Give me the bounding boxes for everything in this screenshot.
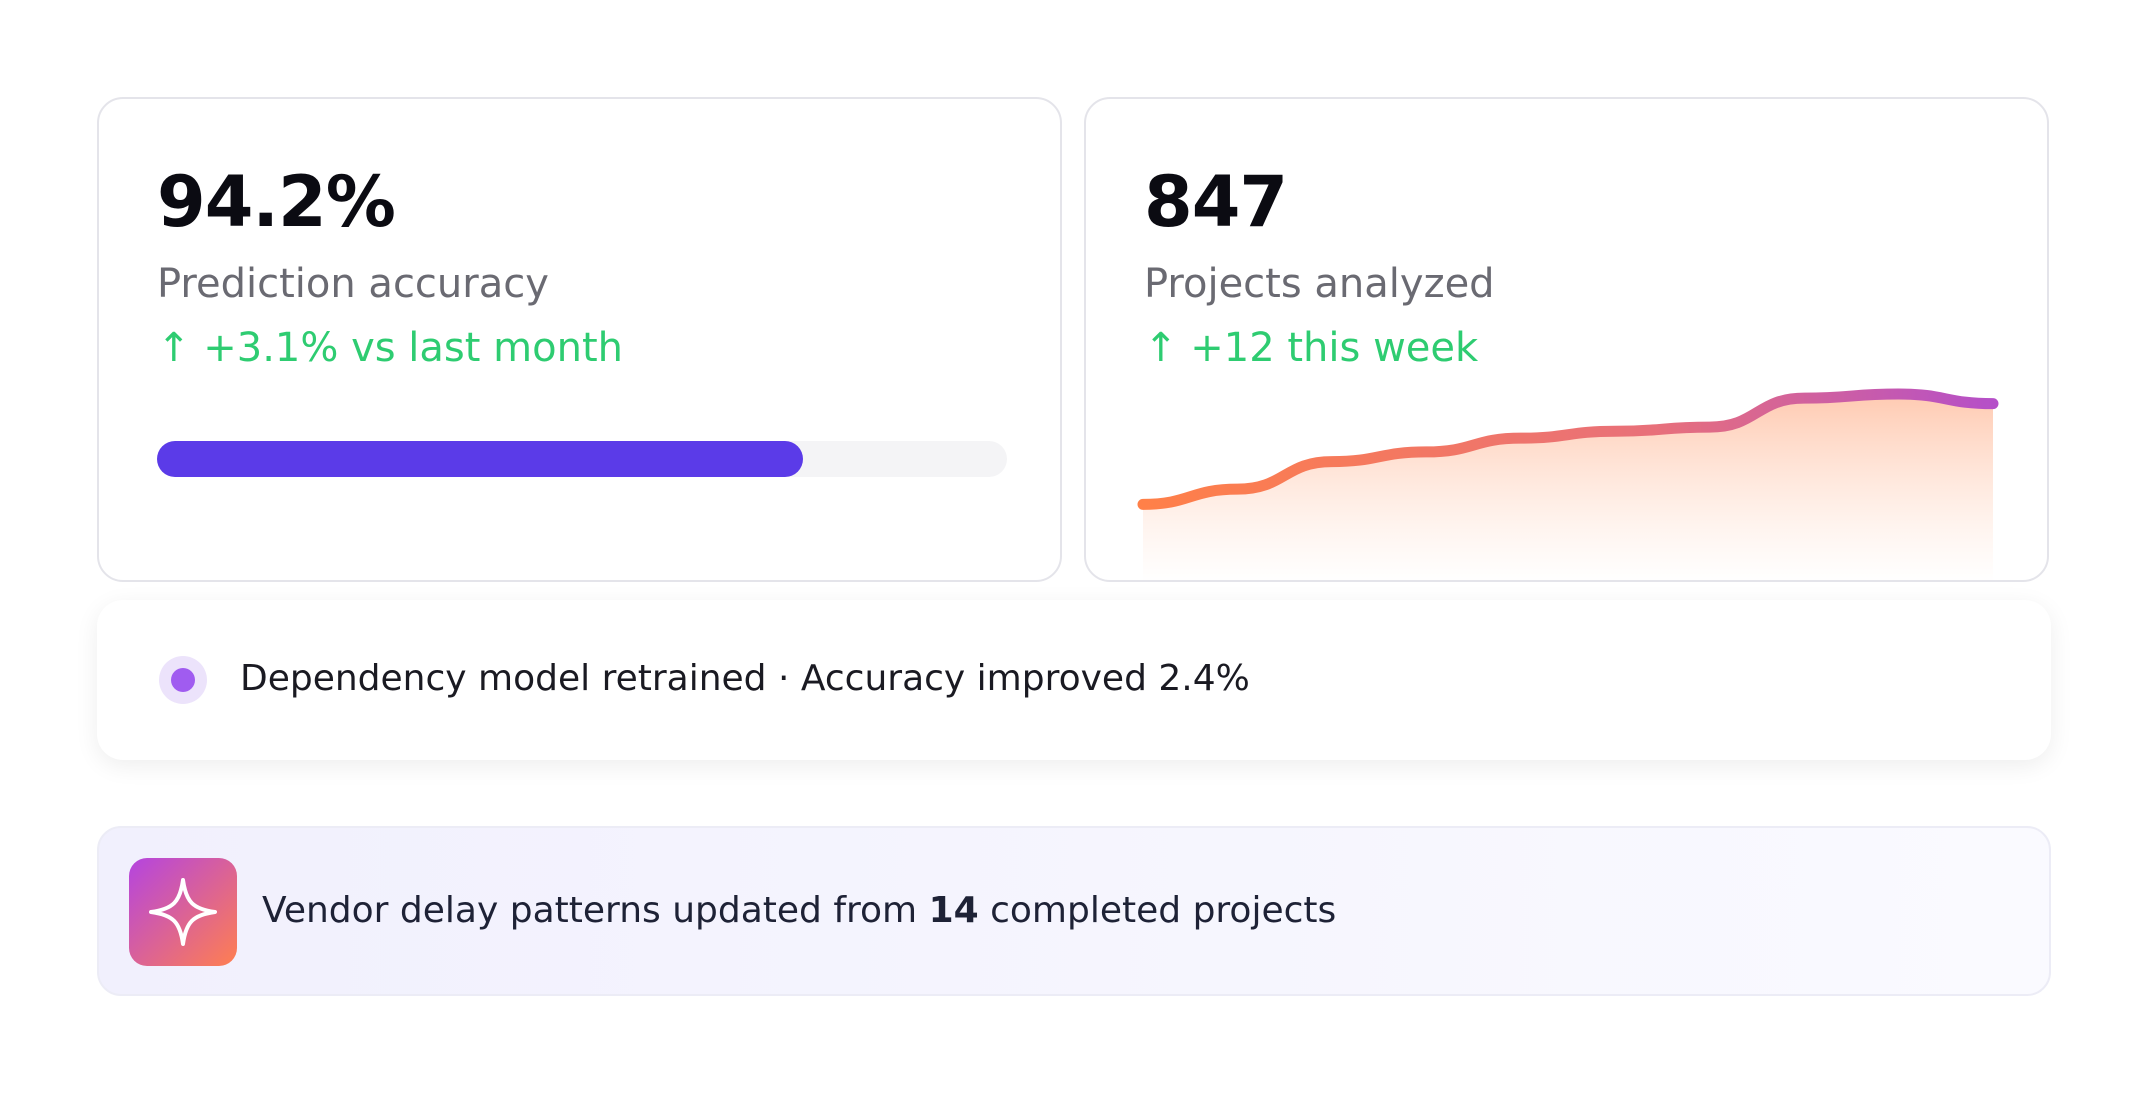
- sparkline-line: [1137, 388, 1999, 510]
- stat-label: Projects analyzed: [1144, 261, 1495, 307]
- progress-track: [157, 441, 1007, 477]
- banner-text: Vendor delay patterns updated from 14 co…: [262, 890, 1336, 931]
- text: completed projects: [978, 890, 1337, 931]
- accuracy-card: 94.2% Prediction accuracy ↑ +3.1% vs las…: [97, 97, 1062, 582]
- count: 14: [928, 890, 979, 931]
- stat-value: 847: [1144, 161, 1288, 243]
- sparkle-icon: [129, 858, 237, 966]
- stat-value: 94.2%: [157, 161, 396, 243]
- stat-change: ↑ +12 this week: [1144, 325, 1479, 371]
- text: Vendor delay patterns updated from: [262, 890, 929, 931]
- notification: Dependency model retrained · Accuracy im…: [97, 600, 2051, 760]
- stat-label: Prediction accuracy: [157, 261, 549, 307]
- projects-card: 847 Projects analyzed ↑ +12 this week: [1084, 97, 2049, 582]
- notification-text: Dependency model retrained · Accuracy im…: [240, 658, 1250, 699]
- sparkline: [1137, 388, 1999, 580]
- status-dot: [159, 656, 207, 704]
- stat-change: ↑ +3.1% vs last month: [157, 325, 623, 371]
- progress-fill: [157, 441, 803, 477]
- insight-banner: Vendor delay patterns updated from 14 co…: [97, 826, 2051, 996]
- sparkline-area: [1143, 394, 1993, 580]
